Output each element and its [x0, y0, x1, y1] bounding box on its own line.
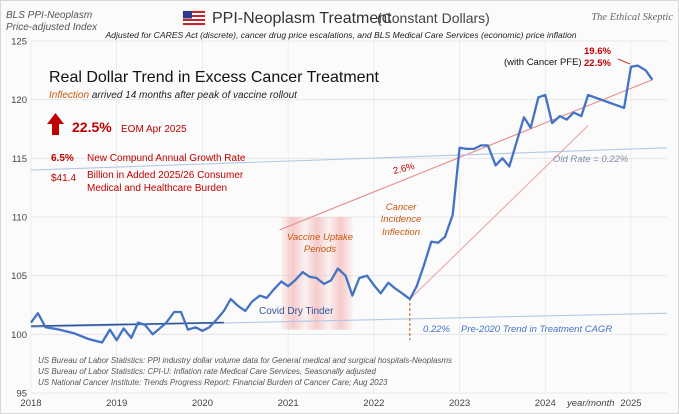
x-axis-label: year/month [566, 398, 615, 409]
chart-title: PPI-Neoplasm Treatment [212, 10, 392, 27]
inflection-note: Inflection arrived 14 months after peak … [49, 90, 298, 101]
chart-title-paren: (Constant Dollars) [377, 10, 490, 26]
y-tick-label: 120 [11, 95, 27, 106]
x-tick-label: 2018 [20, 398, 41, 409]
red-trend-label: 2.6% [392, 161, 416, 177]
top-pct-2: 22.5% [584, 58, 611, 69]
trend-lines [30, 79, 668, 328]
x-tick-label: 2021 [278, 398, 299, 409]
cagr-label: New Compund Annual Growth Rate [87, 153, 246, 164]
pct-pointer [617, 58, 631, 65]
source-label-line1: BLS PPI-Neoplasm [6, 10, 92, 21]
y-tick-label: 105 [11, 271, 27, 282]
inflection-rest: arrived 14 months after peak of vaccine … [92, 90, 298, 101]
x-tick-label: 2020 [192, 398, 213, 409]
y-tick-label: 95 [16, 389, 27, 400]
source-note-2: US Bureau of Labor Statistics: CPI-U: In… [38, 367, 376, 376]
y-tick-label: 100 [11, 330, 27, 341]
cagr-value: 6.5% [51, 153, 74, 164]
vaccine-band [328, 217, 353, 330]
pre2020-rate-label: 0.22% [423, 324, 450, 335]
source-note-3: US National Cancer Institute: Trends Pro… [38, 378, 388, 387]
y-tick-label: 110 [12, 213, 27, 224]
brand-signature: The Ethical Skeptic [591, 12, 673, 23]
trend-line [30, 321, 224, 327]
vaccine-label-line1: Vaccine Uptake [287, 232, 353, 243]
cost-label-line1: Billion in Added 2025/26 Consumer [87, 170, 244, 181]
x-tick-labels: 2018 2019 2020 2021 2022 2023 2024 2025 [20, 398, 641, 409]
vaccine-band [305, 217, 329, 330]
x-tick-label: 2023 [449, 398, 470, 409]
cost-value: $41.4 [51, 173, 76, 184]
y-tick-labels: 95 100 105 110 115 120 125 [11, 37, 27, 400]
old-rate-label: Old Rate = 0.22% [553, 154, 629, 165]
chart-subtitle: Adjusted for CARES Act (discrete), cance… [104, 30, 576, 40]
y-tick-label: 115 [12, 154, 27, 165]
inflection-label-line3: Inflection [382, 227, 420, 238]
y-tick-label: 125 [11, 37, 27, 48]
headline-pct-note: EOM Apr 2025 [121, 124, 187, 135]
trend-line [409, 125, 589, 300]
headline-title: Real Dollar Trend in Excess Cancer Treat… [49, 69, 379, 86]
covid-label: Covid Dry Tinder [259, 306, 334, 317]
source-note-1: US Bureau of Labor Statistics: PPI indus… [38, 356, 452, 365]
inflection-label-line2: Incidence [381, 214, 422, 225]
grid-lines [30, 40, 667, 394]
x-tick-label: 2024 [535, 398, 556, 409]
vaccine-uptake-bands [281, 217, 353, 330]
cancer-pfe-label: (with Cancer PFE) [504, 57, 582, 68]
source-label-line2: Price-adjusted Index [6, 22, 98, 33]
vaccine-label-line2: Periods [304, 244, 336, 255]
headline-pct: 22.5% [72, 119, 112, 135]
up-arrow-icon [47, 113, 64, 135]
x-tick-label: 2019 [106, 398, 127, 409]
x-tick-label: 2025 [620, 398, 641, 409]
us-flag-icon [182, 10, 206, 26]
x-tick-label: 2022 [363, 398, 384, 409]
cost-label-line2: Medical and Healthcare Burden [87, 183, 227, 194]
series-line [30, 64, 654, 344]
vaccine-band [281, 217, 305, 330]
pre2020-label: Pre-2020 Trend in Treatment CAGR [461, 324, 612, 335]
top-pct-1: 19.6% [584, 46, 611, 57]
inflection-label-line1: Cancer [386, 202, 417, 213]
inflection-word: Inflection [49, 90, 89, 101]
